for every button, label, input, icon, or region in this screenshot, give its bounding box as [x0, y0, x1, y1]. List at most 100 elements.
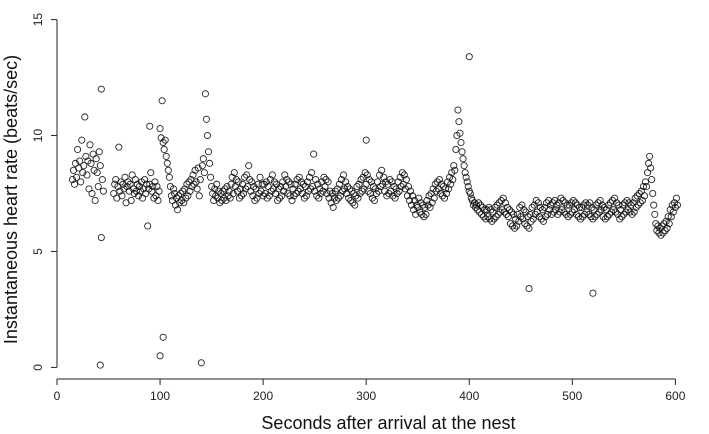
- scatter-point: [607, 208, 616, 216]
- scatter-point: [525, 285, 533, 293]
- scatter-point: [86, 141, 94, 149]
- scatter-point: [347, 196, 355, 205]
- scatter-point: [567, 199, 575, 207]
- scatter-point: [199, 155, 207, 163]
- scatter-point: [438, 192, 447, 200]
- scatter-point: [571, 199, 579, 207]
- scatter-point: [131, 176, 139, 184]
- scatter-point: [641, 178, 650, 186]
- scatter-point: [510, 210, 518, 218]
- scatter-point: [560, 208, 568, 216]
- scatter-point: [400, 171, 408, 179]
- scatter-point: [457, 138, 465, 147]
- scatter-point: [356, 189, 364, 198]
- scatter-point: [210, 196, 218, 205]
- scatter-point: [280, 187, 288, 195]
- scatter-point: [623, 196, 631, 205]
- scatter-point: [174, 206, 182, 214]
- scatter-point: [430, 194, 438, 202]
- scatter-point: [589, 215, 597, 223]
- scatter-point: [411, 196, 419, 205]
- scatter-point: [79, 169, 87, 177]
- scatter-point: [85, 185, 93, 193]
- scatter-point: [124, 178, 132, 186]
- scatter-point: [428, 199, 436, 207]
- scatter-point: [384, 180, 392, 188]
- scatter-point: [205, 159, 214, 167]
- scatter-point: [334, 194, 342, 202]
- scatter-point: [165, 173, 173, 181]
- scatter-point: [194, 164, 202, 172]
- scatter-point: [177, 189, 185, 198]
- scatter-point: [461, 169, 469, 177]
- x-tick-label: 400: [459, 389, 479, 403]
- scatter-point: [363, 171, 371, 179]
- scatter-point: [235, 194, 243, 202]
- scatter-point: [157, 134, 165, 142]
- scatter-point: [554, 210, 562, 218]
- scatter-point: [134, 192, 142, 200]
- scatter-point: [578, 203, 586, 211]
- scatter-point: [365, 176, 373, 184]
- scatter-point: [621, 199, 629, 207]
- scatter-point: [557, 194, 565, 202]
- scatter-point: [636, 199, 644, 207]
- scatter-point: [463, 178, 471, 186]
- scatter-point: [577, 215, 585, 223]
- scatter-point: [153, 182, 161, 191]
- scatter-point: [156, 125, 164, 133]
- x-tick-label: 600: [665, 389, 685, 403]
- scatter-point: [420, 213, 428, 221]
- scatter-point: [588, 203, 596, 211]
- scatter-point: [418, 210, 426, 218]
- scatter-point: [603, 213, 611, 221]
- scatter-point: [332, 196, 340, 205]
- scatter-point: [306, 185, 315, 193]
- scatter-point: [267, 187, 275, 195]
- x-tick-label: 500: [562, 389, 582, 403]
- scatter-point: [156, 352, 164, 360]
- scatter-point: [154, 196, 162, 205]
- scatter-point: [182, 194, 190, 202]
- scatter-point: [651, 210, 659, 218]
- scatter-point: [503, 203, 511, 211]
- scatter-point: [115, 143, 123, 151]
- scatter-point: [300, 194, 308, 202]
- scatter-point: [443, 189, 451, 198]
- scatter-point: [445, 185, 453, 193]
- scatter-point: [98, 176, 106, 184]
- scatter-point: [346, 185, 354, 193]
- scatter-point: [355, 180, 363, 188]
- scatter-point: [256, 173, 264, 181]
- y-tick-label: 15: [31, 13, 45, 27]
- scatter-point: [158, 97, 166, 105]
- scatter-point: [283, 176, 291, 184]
- scatter-point: [672, 194, 680, 202]
- scatter-point: [298, 189, 306, 198]
- scatter-point: [248, 178, 256, 186]
- scatter-point: [251, 196, 259, 205]
- scatter-point: [342, 178, 350, 186]
- scatter-point: [565, 201, 573, 209]
- scatter-point: [239, 189, 248, 198]
- scatter-point: [274, 196, 282, 205]
- scatter-point: [161, 136, 169, 144]
- scatter-point: [260, 180, 268, 188]
- scatter-point: [270, 178, 279, 186]
- scatter-point: [195, 192, 203, 200]
- y-tick-label: 0: [31, 364, 45, 371]
- scatter-point: [415, 194, 423, 202]
- scatter-point: [257, 187, 265, 195]
- scatter-point: [587, 213, 595, 221]
- scatter-point: [513, 222, 521, 230]
- scatter-point: [149, 182, 157, 191]
- scatter-point: [494, 210, 502, 218]
- scatter-point: [639, 182, 647, 191]
- scatter-point: [353, 182, 361, 191]
- scatter-point: [322, 176, 330, 184]
- scatter-point: [372, 189, 381, 198]
- scatter-point: [225, 187, 233, 195]
- scatter-point: [308, 169, 316, 177]
- scatter-point: [459, 155, 467, 163]
- scatter-point: [302, 192, 310, 200]
